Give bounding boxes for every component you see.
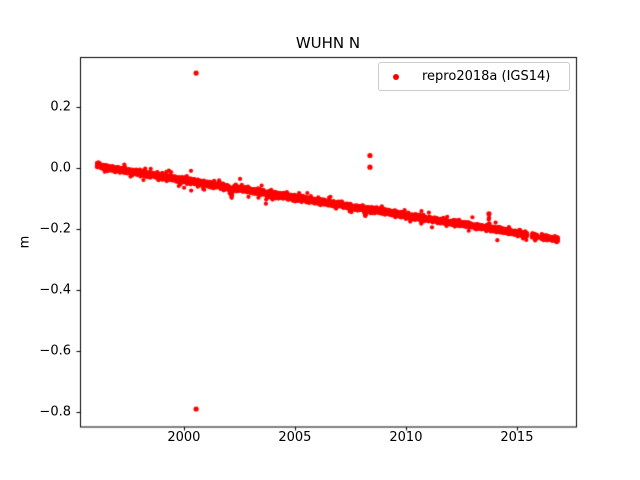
- y-axis-label: m: [17, 235, 33, 249]
- x-tick-label: 2005: [278, 430, 312, 445]
- chart-title: WUHN N: [295, 34, 361, 52]
- x-tick-label: 2000: [167, 430, 201, 445]
- y-tick-label: −0.8: [39, 404, 71, 420]
- y-tick-label: 0.0: [50, 160, 71, 176]
- y-tick-label: −0.2: [39, 221, 71, 237]
- y-tick-label: −0.6: [39, 343, 71, 359]
- x-tick-label: 2010: [389, 430, 423, 445]
- legend-box: repro2018a (IGS14): [378, 62, 570, 91]
- y-tick-label: −0.4: [39, 282, 71, 298]
- legend-label: repro2018a (IGS14): [422, 69, 551, 84]
- y-tick-label: 0.2: [50, 99, 71, 115]
- x-tick-label: 2015: [500, 430, 534, 445]
- legend-dot-icon: [393, 73, 399, 80]
